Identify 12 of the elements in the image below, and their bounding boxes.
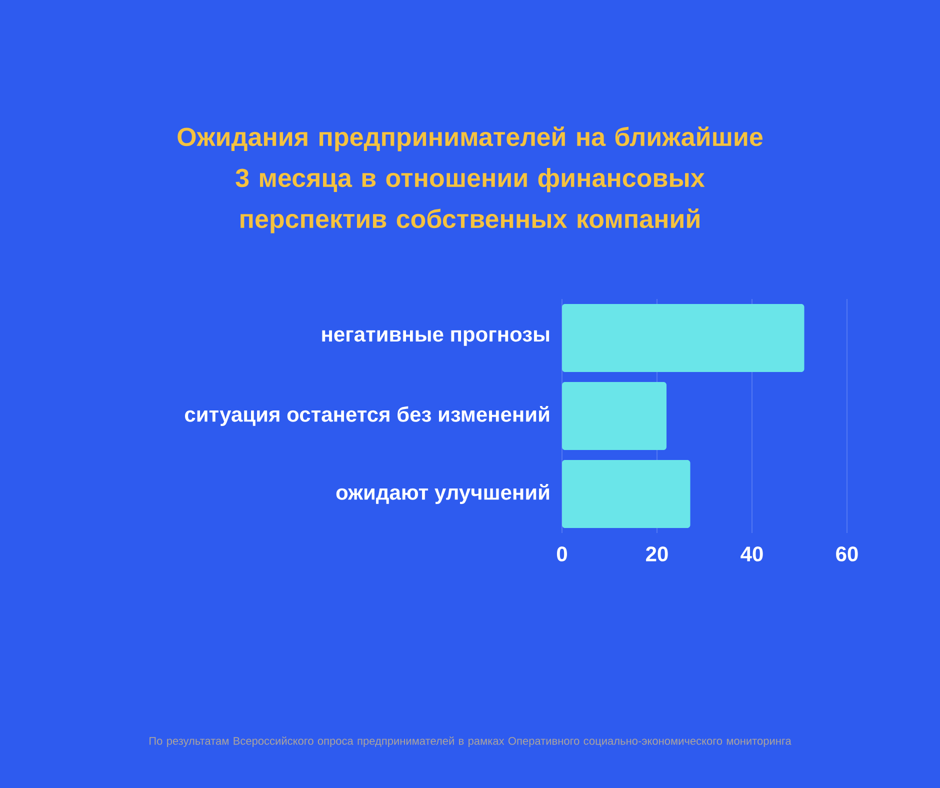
x-tick-label: 40 <box>740 546 763 562</box>
y-tick-label: негативные прогнозы <box>322 330 550 346</box>
bar <box>562 304 804 372</box>
text: По результатам Всероссийского опроса предпринимателей в рамках Оперативного социально-экономического мониторинга <box>150 736 792 747</box>
bar <box>562 460 690 528</box>
y-tick-label: ожидают улучшений <box>336 484 550 504</box>
chart-title: Ожидания предпринимателей на ближайшие 3 месяца в отношении финансовых перспектив собственных компаний <box>178 126 763 234</box>
bar <box>562 382 666 450</box>
x-tick-label: 20 <box>646 546 668 562</box>
x-tick-label: 0 <box>556 546 567 562</box>
x-tick-label: 60 <box>836 546 858 562</box>
y-tick-label: ситуация останется без изменений <box>185 406 550 426</box>
